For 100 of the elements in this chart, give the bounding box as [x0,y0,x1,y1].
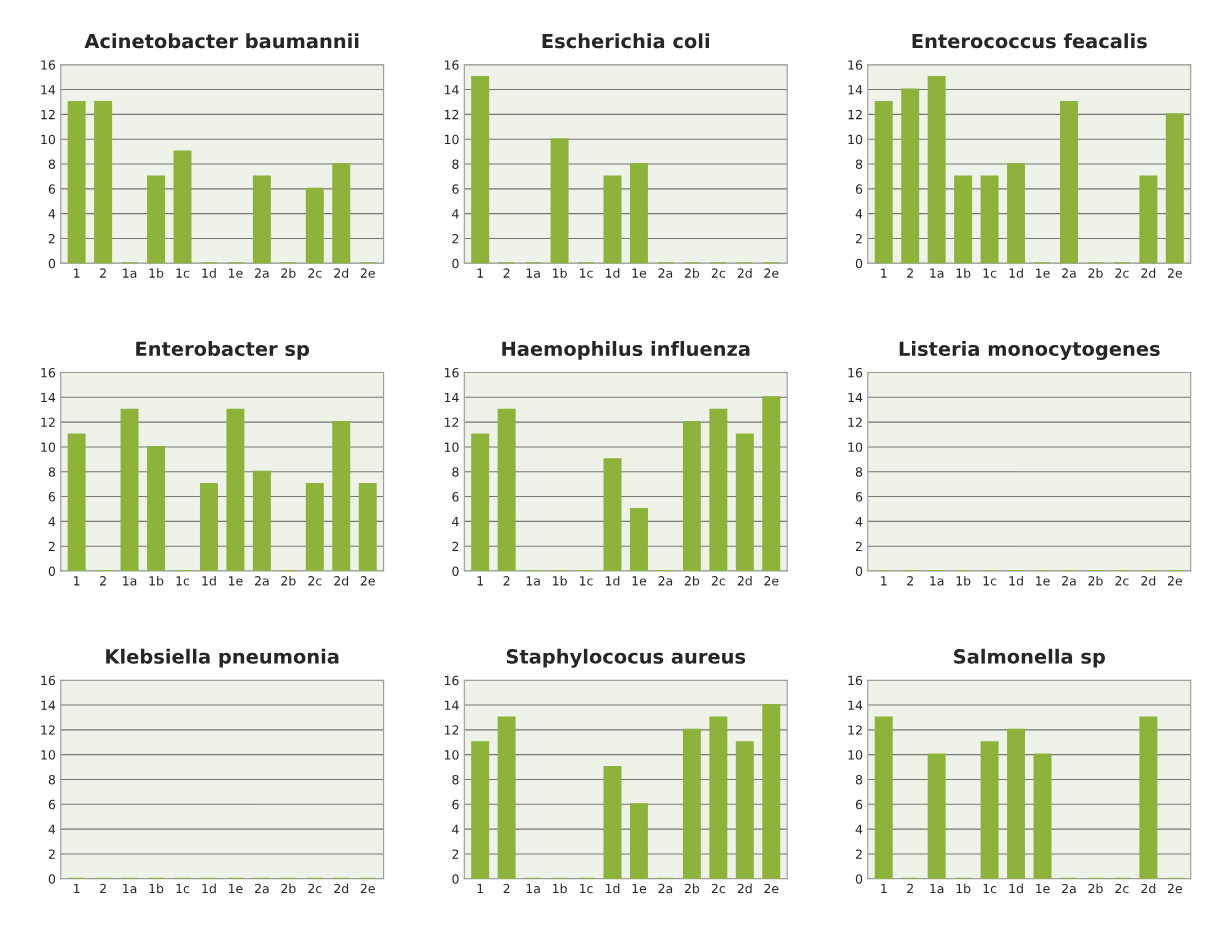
y-tick-label: 6 [452,184,459,194]
y-tick-label: 8 [48,467,56,477]
y-tick-label: 0 [48,874,56,884]
y-tick-label: 14 [848,392,863,403]
x-tick-label: 2d [1141,575,1156,586]
x-tick-label: 2d [737,268,752,278]
x-tick-label: 2 [100,883,106,894]
y-tick-label: 16 [444,367,459,378]
x-tick-label: 1c [579,884,593,894]
y-tick-label: 6 [48,492,56,502]
y-tick-label: 10 [41,442,56,452]
chart-title: Enterococcus feacalis [912,33,1147,49]
x-tick-label: 2c [1115,883,1129,894]
x-tick-label: 1a [526,576,540,586]
x-tick-label: 1b [149,883,164,894]
x-tick-label: 2a [658,576,673,586]
y-tick-label: 2 [48,849,55,859]
y-tick-label: 6 [855,799,863,810]
y-tick-label: 14 [41,85,56,95]
x-tick-label: 1e [228,576,243,586]
x-tick-label: 1a [123,576,137,586]
x-tick-label: 1 [881,576,887,586]
x-tick-label: 2a [254,576,269,586]
x-tick-label: 2d [1141,268,1156,278]
x-tick-label: 2e [764,883,779,894]
y-tick-label: 0 [855,258,863,269]
x-tick-label: 1d [1009,575,1023,586]
y-tick-label: 2 [452,233,459,244]
x-tick-label: 1c [176,268,190,278]
x-tick-label: 2d [737,575,752,586]
x-tick-label: 1b [956,575,971,586]
x-tick-label: 2b [281,575,296,586]
x-tick-label: 2a [658,883,673,894]
y-tick-label: 4 [452,517,459,527]
chart-title: Listeria monocytogenes [899,341,1160,361]
x-tick-label: 2e [1167,883,1182,894]
y-tick-label: 2 [48,233,55,244]
y-tick-label: 10 [848,750,863,760]
x-tick-label: 1a [930,884,944,894]
x-tick-label: 2c [308,883,322,894]
x-tick-label: 2e [360,268,375,278]
y-tick-label: 2 [452,541,459,551]
y-tick-label: 8 [48,774,56,785]
y-tick-label: 16 [848,675,863,686]
x-tick-label: 1 [74,268,80,278]
x-tick-label: 2c [711,576,725,586]
x-tick-label: 1e [632,268,647,278]
y-tick-label: 6 [48,799,56,810]
x-tick-label: 2a [658,268,673,278]
x-tick-label: 1b [149,575,164,586]
y-tick-label: 14 [41,392,56,403]
x-tick-label: 2d [334,883,349,894]
y-tick-label: 14 [848,85,863,95]
x-tick-label: 2c [1115,576,1129,586]
chart-title: Haemophilus influenza [502,341,750,360]
y-tick-label: 8 [855,774,863,785]
y-tick-label: 8 [452,159,459,169]
x-tick-label: 2c [308,268,322,278]
x-tick-label: 1d [605,883,620,894]
x-tick-label: 2 [100,268,106,278]
x-tick-label: 1c [983,268,997,278]
x-tick-label: 1 [881,268,887,278]
y-tick-label: 0 [855,566,863,576]
x-tick-label: 1c [983,884,997,894]
x-tick-label: 2b [684,575,700,586]
x-tick-label: 1a [123,268,137,278]
y-tick-label: 2 [452,849,459,859]
x-tick-label: 2b [684,268,700,278]
x-tick-label: 1b [956,268,971,278]
chart-title: Enterobacter sp [136,341,310,360]
chart-title: Klebsiella pneumonia [106,648,339,668]
chart-title: Salmonella sp [954,648,1105,668]
y-tick-label: 12 [41,725,55,735]
x-tick-label: 2c [308,576,322,586]
x-tick-label: 2b [1088,575,1103,586]
y-tick-label: 10 [444,750,459,760]
y-tick-label: 4 [855,209,863,219]
x-tick-label: 2 [907,576,913,586]
x-tick-label: 1b [149,268,164,278]
y-tick-label: 12 [444,417,459,427]
chart-title: Escherichia coli [542,33,709,49]
x-tick-label: 2c [711,883,725,894]
x-tick-label: 1d [202,268,216,278]
x-tick-label: 2e [764,576,779,586]
x-tick-label: 2a [254,268,269,278]
y-tick-label: 14 [444,700,459,710]
y-tick-label: 6 [452,799,459,810]
y-tick-label: 14 [444,85,459,95]
x-tick-label: 1e [1036,884,1050,894]
x-tick-label: 2a [254,883,269,894]
y-tick-label: 4 [855,517,863,527]
x-tick-label: 2e [360,883,375,894]
x-tick-label: 2e [1167,576,1182,586]
y-tick-label: 0 [48,258,56,269]
y-tick-label: 0 [452,874,459,884]
y-tick-label: 2 [855,849,862,859]
x-tick-label: 2 [907,883,913,894]
x-tick-label: 2 [503,883,510,894]
x-tick-label: 1d [1009,883,1023,894]
x-tick-label: 1 [881,884,887,894]
